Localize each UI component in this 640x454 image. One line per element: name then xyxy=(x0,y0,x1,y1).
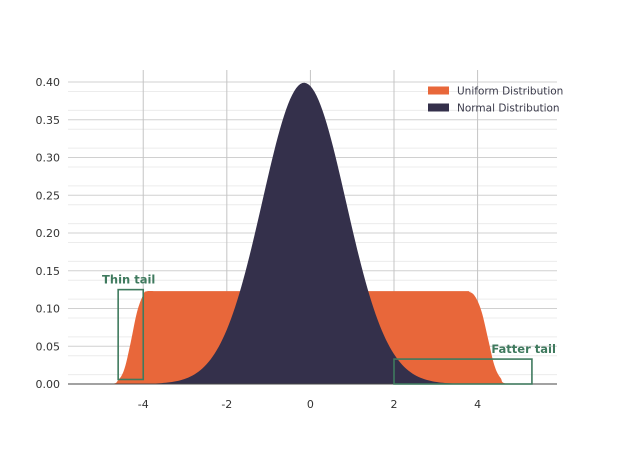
y-tick-label: 0.35 xyxy=(36,114,61,127)
y-tick-label: 0.00 xyxy=(36,378,61,391)
legend-label[interactable]: Normal Distribution xyxy=(457,103,560,115)
series-areas xyxy=(68,82,557,385)
y-tick-label: 0.15 xyxy=(36,265,61,278)
x-tick-label: -4 xyxy=(138,398,149,411)
x-tick-label: 2 xyxy=(391,398,398,411)
legend[interactable]: Uniform Distribution Normal Distribution xyxy=(428,86,563,115)
y-tick-label: 0.25 xyxy=(36,189,61,202)
annotations: Thin tail Fatter tail xyxy=(102,273,556,385)
annotation-box xyxy=(117,288,145,381)
annotation-box xyxy=(393,358,533,385)
legend-swatch xyxy=(428,86,449,95)
legend-label[interactable]: Uniform Distribution xyxy=(457,86,563,98)
x-tick-label: 0 xyxy=(307,398,314,411)
axes: 0.00 0.05 0.10 0.15 0.20 0.25 0.30 0.35 0.40 -4 -2… xyxy=(36,76,557,411)
y-tick-label: 0.05 xyxy=(36,340,61,353)
annotation-label: Fatter tail xyxy=(491,342,556,356)
x-tick-label: -2 xyxy=(221,398,232,411)
normal-distribution-area xyxy=(68,82,557,384)
annotation-label: Thin tail xyxy=(102,273,155,287)
y-tick-label: 0.20 xyxy=(36,227,61,240)
x-tick-label: 4 xyxy=(474,398,481,411)
y-tick-label: 0.40 xyxy=(36,76,61,89)
y-tick-label: 0.10 xyxy=(36,303,61,316)
legend-swatch xyxy=(428,103,449,112)
y-tick-label: 0.30 xyxy=(36,152,61,165)
